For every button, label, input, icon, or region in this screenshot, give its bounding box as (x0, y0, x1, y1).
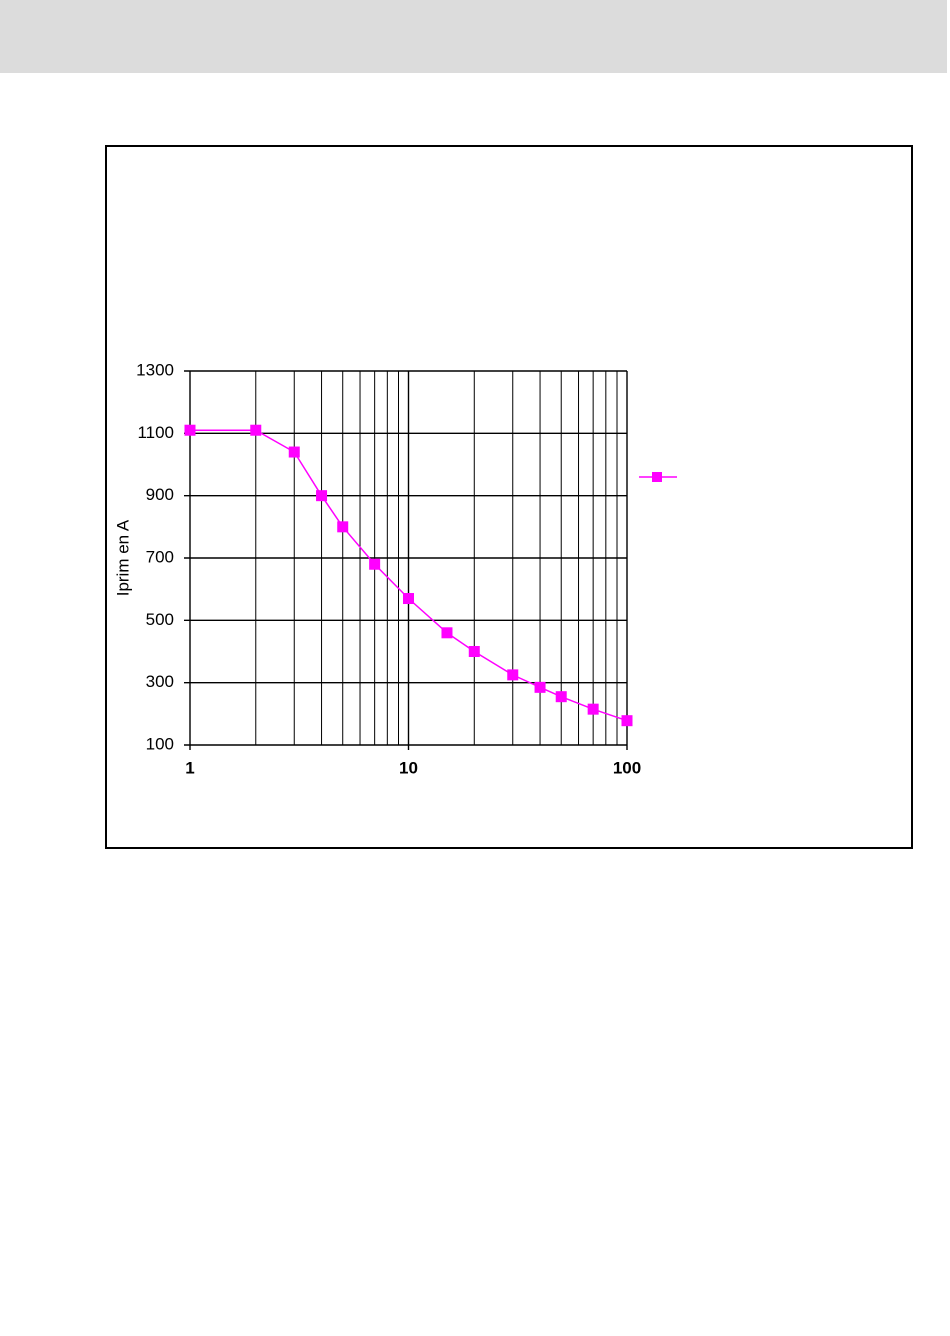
data-point (468, 646, 480, 657)
y-tick-label: 300 (146, 672, 174, 691)
data-point (534, 681, 546, 693)
data-point (587, 703, 599, 715)
y-tick-label: 500 (146, 610, 174, 629)
header-bar (0, 0, 947, 73)
chart-frame (105, 145, 913, 849)
data-point (369, 558, 381, 570)
data-point (337, 521, 349, 533)
y-tick-label: 700 (146, 547, 174, 566)
x-tick-label: 1 (185, 758, 194, 777)
data-point (316, 490, 328, 502)
data-point (621, 715, 633, 727)
data-point (555, 691, 567, 703)
y-tick-label: 1100 (137, 423, 174, 442)
y-tick-label: 100 (146, 734, 174, 753)
x-tick-label: 10 (399, 758, 418, 777)
data-point (250, 424, 262, 436)
y-tick-label: 1300 (136, 360, 174, 379)
data-point (403, 593, 414, 605)
y-axis-label: Iprim en A (113, 519, 132, 596)
x-tick-label: 100 (613, 758, 641, 777)
data-point (184, 424, 196, 436)
data-point (507, 669, 519, 681)
y-tick-label: 900 (146, 485, 174, 504)
data-point (288, 446, 300, 458)
legend-marker (652, 472, 662, 482)
data-point (441, 627, 453, 639)
